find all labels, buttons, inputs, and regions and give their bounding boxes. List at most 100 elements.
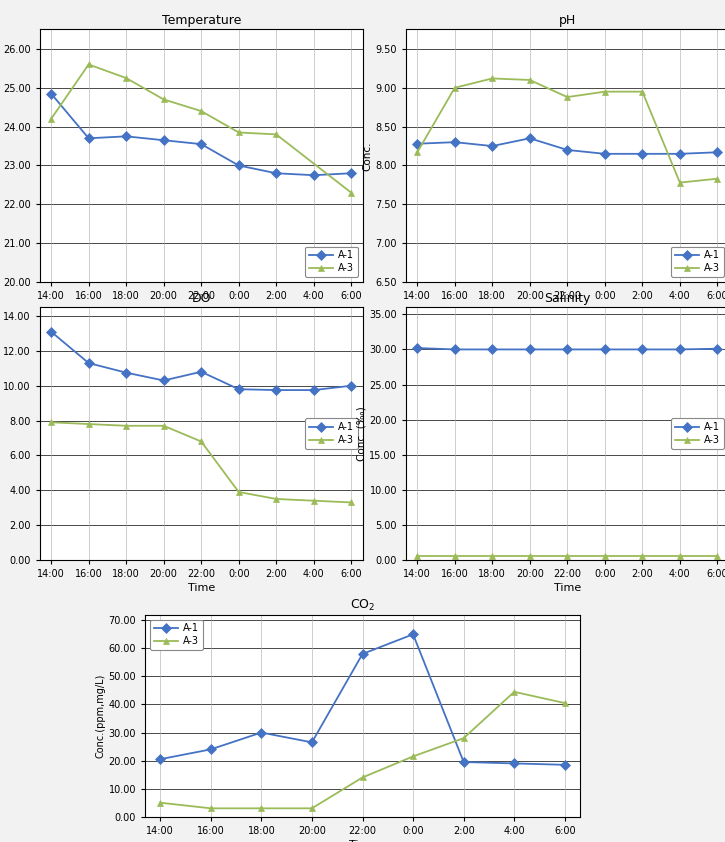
A-1 — [160, 136, 168, 146]
A-1 — [84, 358, 93, 368]
A-1 — [413, 343, 422, 353]
A-1 — [450, 344, 459, 354]
A-1 — [488, 141, 497, 151]
X-axis label: Time: Time — [188, 584, 215, 593]
Y-axis label: Conc.: Conc. — [362, 141, 373, 171]
A-1 — [450, 137, 459, 147]
A-3 — [526, 75, 534, 85]
Title: Salinity: Salinity — [544, 292, 590, 305]
Title: Temperature: Temperature — [162, 14, 241, 27]
A-3 — [47, 418, 56, 428]
A-1 — [488, 344, 497, 354]
Legend: A-1, A-3: A-1, A-3 — [671, 418, 724, 449]
A-3 — [196, 106, 206, 116]
A-1 — [563, 145, 572, 155]
A-1 — [47, 327, 56, 337]
A-3 — [347, 498, 355, 508]
A-1 — [272, 385, 281, 395]
A-1 — [526, 344, 534, 354]
A-3 — [510, 687, 518, 697]
A-1 — [310, 170, 318, 180]
A-3 — [638, 87, 647, 97]
Legend: A-1, A-3: A-1, A-3 — [150, 620, 203, 650]
A-1 — [638, 149, 647, 159]
A-1 — [460, 757, 468, 767]
Line: A-1: A-1 — [48, 328, 355, 393]
A-3 — [207, 803, 215, 813]
A-1 — [272, 168, 281, 179]
A-1 — [638, 344, 647, 354]
A-3 — [257, 803, 265, 813]
A-3 — [526, 552, 534, 562]
A-1 — [196, 367, 206, 377]
A-1 — [563, 344, 572, 354]
A-3 — [84, 419, 93, 429]
A-3 — [600, 87, 609, 97]
A-3 — [347, 188, 355, 198]
A-3 — [638, 552, 647, 562]
A-3 — [409, 751, 418, 761]
A-1 — [510, 759, 518, 769]
A-3 — [413, 552, 422, 562]
A-1 — [358, 649, 367, 659]
A-1 — [307, 738, 316, 748]
A-1 — [234, 384, 243, 394]
Line: A-3: A-3 — [48, 61, 355, 196]
A-1 — [207, 744, 215, 754]
A-3 — [47, 114, 56, 124]
A-3 — [84, 60, 93, 70]
A-1 — [713, 147, 721, 157]
A-1 — [122, 131, 130, 141]
A-1 — [676, 344, 684, 354]
A-3 — [450, 83, 459, 93]
A-3 — [713, 173, 721, 184]
A-3 — [156, 797, 165, 807]
X-axis label: Time: Time — [554, 584, 581, 593]
Y-axis label: Conc. (‰): Conc. (‰) — [357, 406, 366, 461]
A-1 — [560, 759, 569, 770]
A-1 — [713, 344, 721, 354]
A-1 — [84, 133, 93, 143]
A-1 — [347, 168, 355, 179]
A-3 — [563, 92, 572, 102]
Y-axis label: Conc.(ppm,mg/L): Conc.(ppm,mg/L) — [96, 674, 106, 758]
A-3 — [560, 698, 569, 708]
Line: A-1: A-1 — [157, 631, 568, 768]
Title: pH: pH — [559, 14, 576, 27]
A-1 — [676, 149, 684, 159]
Line: A-3: A-3 — [414, 75, 721, 186]
A-1 — [160, 376, 168, 386]
A-1 — [600, 344, 609, 354]
A-3 — [450, 552, 459, 562]
A-3 — [122, 73, 130, 83]
Line: A-3: A-3 — [414, 553, 721, 560]
A-1 — [413, 139, 422, 149]
A-1 — [122, 368, 130, 378]
A-3 — [234, 127, 243, 137]
A-1 — [234, 161, 243, 171]
A-3 — [196, 436, 206, 446]
Line: A-3: A-3 — [157, 689, 568, 812]
A-1 — [409, 629, 418, 639]
A-3 — [600, 552, 609, 562]
Line: A-3: A-3 — [48, 418, 355, 506]
Line: A-1: A-1 — [414, 135, 721, 157]
Legend: A-1, A-3: A-1, A-3 — [304, 247, 357, 277]
A-1 — [600, 149, 609, 159]
A-1 — [257, 727, 265, 738]
A-3 — [122, 421, 130, 431]
A-3 — [358, 772, 367, 782]
Legend: A-1, A-3: A-1, A-3 — [304, 418, 357, 449]
A-1 — [47, 88, 56, 99]
A-3 — [272, 130, 281, 140]
A-3 — [307, 803, 316, 813]
A-3 — [676, 552, 684, 562]
Line: A-1: A-1 — [48, 90, 355, 179]
A-3 — [272, 494, 281, 504]
Legend: A-1, A-3: A-1, A-3 — [671, 247, 724, 277]
A-3 — [310, 496, 318, 506]
A-1 — [156, 754, 165, 765]
A-3 — [563, 552, 572, 562]
A-1 — [526, 133, 534, 143]
A-1 — [310, 385, 318, 395]
